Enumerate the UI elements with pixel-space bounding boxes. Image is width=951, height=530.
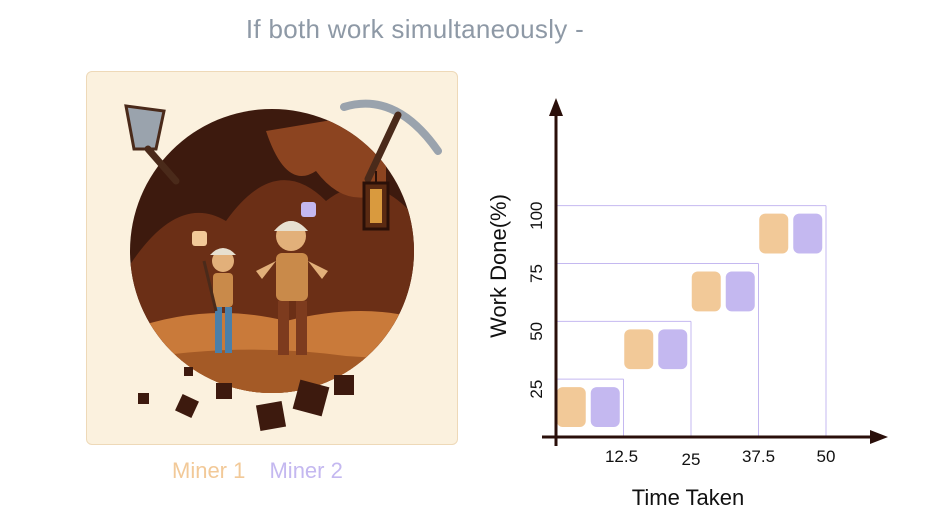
bars bbox=[556, 213, 823, 427]
miner-1-figure bbox=[202, 248, 236, 353]
x-axis-arrow bbox=[870, 430, 888, 444]
pickaxe-icon bbox=[340, 99, 442, 183]
legend-miner-2: Miner 2 bbox=[269, 458, 343, 483]
y-tick-label: 25 bbox=[527, 380, 546, 399]
miner-1-marker bbox=[192, 231, 207, 246]
miner-1-bar bbox=[759, 213, 789, 254]
miners-illustration bbox=[124, 99, 442, 432]
x-tick-label: 50 bbox=[817, 447, 836, 466]
work-time-chart: 12.5 25 37.5 50 25 50 75 100 Time Taken Work Do… bbox=[486, 98, 888, 510]
shovel-icon bbox=[124, 104, 180, 185]
rock-debris bbox=[138, 367, 354, 432]
x-tick-label: 25 bbox=[682, 450, 701, 469]
y-tick-label: 100 bbox=[527, 201, 546, 229]
miner-2-figure bbox=[256, 221, 328, 355]
y-axis-label: Work Done(%) bbox=[486, 194, 511, 338]
miner-2-bar bbox=[725, 271, 755, 312]
lantern-icon bbox=[362, 171, 390, 231]
miner-1-bar bbox=[691, 271, 721, 312]
miner-1-bar bbox=[624, 329, 654, 370]
miner-2-bar bbox=[590, 387, 620, 427]
tick-labels: 12.5 25 37.5 50 25 50 75 100 bbox=[527, 201, 835, 469]
gridlines bbox=[556, 205, 827, 437]
x-tick-label: 37.5 bbox=[742, 447, 775, 466]
miner-2-bar bbox=[793, 213, 823, 254]
miner-2-bar bbox=[658, 329, 688, 370]
x-tick-label: 12.5 bbox=[605, 447, 638, 466]
y-axis-arrow bbox=[549, 98, 563, 116]
y-tick-label: 75 bbox=[527, 264, 546, 283]
page-title: If both work simultaneously - bbox=[245, 14, 585, 44]
miner-1-bar bbox=[556, 387, 586, 427]
miner-2-marker bbox=[301, 202, 316, 217]
legend: Miner 1 Miner 2 bbox=[172, 458, 361, 484]
legend-miner-1: Miner 1 bbox=[172, 458, 246, 483]
x-axis-label: Time Taken bbox=[632, 485, 745, 510]
y-tick-label: 50 bbox=[527, 322, 546, 341]
